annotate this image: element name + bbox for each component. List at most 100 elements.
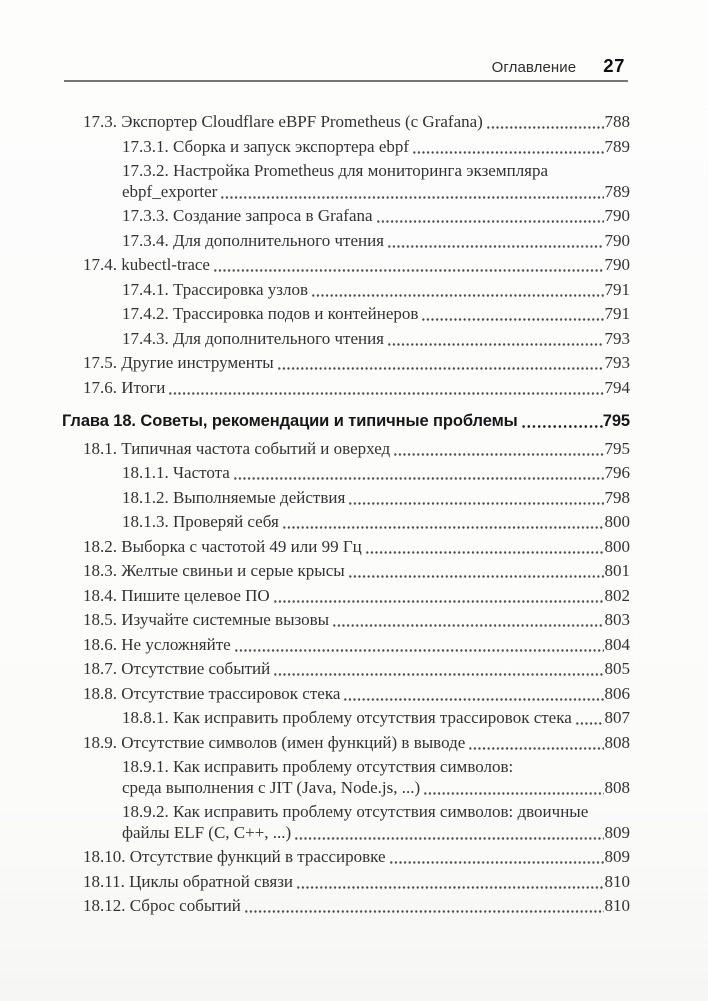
toc-entry-main-line: ebpf_exporter 789 <box>122 181 631 202</box>
toc-entry: 17.3.4. Для дополнительного чтения 790 <box>62 230 631 251</box>
toc-entry: 18.1.3. Проверяй себя 800 <box>62 512 630 533</box>
toc-entry-title: 18.5. Изучайте системные вызовы <box>83 610 330 629</box>
toc-entry-main-line: 17.5. Другие инструменты 793 <box>83 353 630 374</box>
dotted-leader <box>294 828 604 843</box>
toc-entry-title: 18.10. Отсутствие функций в трассировке <box>83 847 386 866</box>
toc-entry: 17.4. kubectl-trace 790 <box>62 255 630 276</box>
dotted-leader <box>468 738 604 753</box>
toc-entry: 17.3. Экспортер Cloudflare eBPF Promethe… <box>62 112 630 133</box>
running-header: Оглавление 27 <box>64 55 625 77</box>
toc-entry-page-number: 802 <box>604 585 631 605</box>
toc-entry: 18.9.1. Как исправить проблему отсутстви… <box>62 757 630 798</box>
toc-entry-page-number: 793 <box>604 353 631 372</box>
toc-entry-page-number: 789 <box>604 181 631 201</box>
toc-entry: 17.4.2. Трассировка подов и контейнеров … <box>62 304 630 325</box>
dotted-leader <box>243 901 604 917</box>
dotted-leader <box>220 187 604 202</box>
dotted-leader <box>311 285 604 300</box>
toc-entry-wrap-line: 18.9.1. Как исправить проблему отсутстви… <box>122 757 630 778</box>
dotted-leader <box>212 260 604 276</box>
running-header-title: Оглавление <box>491 59 577 76</box>
toc-entry-title: 18.1.2. Выполняемые действия <box>122 487 346 507</box>
toc-entry: 18.8. Отсутствие трассировок стека 806 <box>62 683 630 704</box>
toc-entry-page-number: 790 <box>604 230 631 250</box>
dotted-leader <box>273 664 604 680</box>
toc-entry-main-line: 18.12. Сброс событий 810 <box>83 896 630 917</box>
toc-entry-main-line: 18.1.1. Частота 796 <box>122 463 630 484</box>
toc-entry: 17.4.1. Трассировка узлов 791 <box>62 279 631 300</box>
toc-entry: 18.9.2. Как исправить проблему отсутстви… <box>62 802 630 843</box>
toc-entry-main-line: 18.8. Отсутствие трассировок стека 806 <box>83 683 630 704</box>
toc-entry-title-line1: 17.3.2. Настройка Prometheus для монитор… <box>122 161 549 180</box>
toc-entry: 18.6. Не усложняйте 804 <box>62 634 631 655</box>
dotted-leader <box>168 383 604 398</box>
toc-entry-title: 17.6. Итоги <box>83 377 166 397</box>
toc-entry-page-number: 807 <box>604 708 631 727</box>
toc-entry-main-line: 17.3. Экспортер Cloudflare eBPF Promethe… <box>83 112 630 133</box>
toc-entry-main-line: 17.3.4. Для дополнительного чтения 790 <box>122 230 631 251</box>
toc-entry: 18.3. Желтые свиньи и серые крысы 801 <box>62 561 630 582</box>
toc-entry-title: 18.8. Отсутствие трассировок стека <box>83 683 341 703</box>
toc-entry-page-number: 803 <box>604 610 631 629</box>
toc-entry-main-line: 18.6. Не усложняйте 804 <box>83 634 631 655</box>
toc-entry-page-number: 804 <box>604 634 631 654</box>
toc-entry-main-line: 18.4. Пишите целевое ПО 802 <box>83 585 631 606</box>
dotted-leader <box>423 783 604 798</box>
toc-entry-title: 18.7. Отсутствие событий <box>83 659 271 678</box>
toc-entry-page-number: 796 <box>604 463 631 482</box>
toc-entry-main-line: 18.10. Отсутствие функций в трассировке … <box>83 847 630 868</box>
toc-entry: 18.2. Выборка с частотой 49 или 99 Гц 80… <box>62 536 631 557</box>
toc-entry-main-line: Глава 18. Советы, рекомендации и типичны… <box>62 411 630 432</box>
toc-entry-main-line: 17.3.1. Сборка и запуск экспортера ebpf … <box>122 136 631 157</box>
toc-entry-page-number: 794 <box>604 377 631 397</box>
toc-entry-title: 17.3.3. Создание запроса в Grafana <box>122 206 373 225</box>
running-header-page-number: 27 <box>603 55 625 76</box>
toc-entry-title: среда выполнения с JIT (Java, Node.js, .… <box>122 777 421 797</box>
toc-entry-title: 17.4.1. Трассировка узлов <box>122 279 309 299</box>
toc-entry-title: 18.2. Выборка с частотой 49 или 99 Гц <box>83 536 362 556</box>
toc-entry-main-line: среда выполнения с JIT (Java, Node.js, .… <box>122 777 630 798</box>
toc-entry-page-number: 791 <box>604 304 631 323</box>
dotted-leader <box>485 117 604 133</box>
dotted-leader <box>332 615 604 631</box>
dotted-leader <box>387 236 604 251</box>
toc-entry-title: 17.5. Другие инструменты <box>83 353 274 372</box>
toc-entry-page-number: 789 <box>604 136 631 156</box>
toc-entry-title: 17.4. kubectl-trace <box>83 255 210 274</box>
toc-entry: 17.3.1. Сборка и запуск экспортера ebpf … <box>62 136 631 157</box>
toc-entry-title: Глава 18. Советы, рекомендации и типичны… <box>62 412 518 430</box>
dotted-leader <box>272 591 604 606</box>
dotted-leader <box>296 877 604 892</box>
toc-entry-title: 18.9. Отсутствие символов (имен функций)… <box>83 732 466 752</box>
toc-entry-title: ebpf_exporter <box>122 181 218 201</box>
toc-entry-page-number: 791 <box>604 279 631 299</box>
toc-entry-main-line: 17.4.3. Для дополнительного чтения 793 <box>122 328 631 349</box>
toc-entry-page-number: 800 <box>604 536 631 556</box>
toc-entry-page-number: 800 <box>604 512 631 531</box>
toc-entry: 17.6. Итоги 794 <box>62 377 631 398</box>
toc-entry-title: 18.1. Типичная частота событий и оверхед <box>83 438 391 458</box>
toc-entry-main-line: 17.4.2. Трассировка подов и контейнеров … <box>122 304 630 325</box>
toc-entry-page-number: 809 <box>604 822 631 842</box>
toc-entry-title: 18.12. Сброс событий <box>83 896 241 915</box>
toc-entry: 18.9. Отсутствие символов (имен функций)… <box>62 732 630 753</box>
toc-entry-title: 17.4.3. Для дополнительного чтения <box>122 328 384 348</box>
toc-entry: 18.5. Изучайте системные вызовы 803 <box>62 610 630 631</box>
toc-entry-page-number: 801 <box>604 561 631 580</box>
toc-entry-page-number: 798 <box>604 487 631 507</box>
dotted-leader <box>281 517 604 533</box>
toc-entry-title: 18.8.1. Как исправить проблему отсутстви… <box>122 708 572 727</box>
toc-entry-title: 18.6. Не усложняйте <box>83 634 231 654</box>
toc-entry: 18.7. Отсутствие событий 805 <box>62 659 630 680</box>
dotted-leader <box>364 542 604 557</box>
toc-entry-title: 18.1.3. Проверяй себя <box>122 512 279 531</box>
toc-entry-main-line: 17.3.3. Создание запроса в Grafana 790 <box>122 206 630 227</box>
toc-entry-main-line: 18.1.3. Проверяй себя 800 <box>122 512 630 533</box>
toc-entry-page-number: 793 <box>604 328 631 348</box>
toc-entry-page-number: 790 <box>604 255 631 274</box>
dotted-leader <box>388 852 604 868</box>
dotted-leader <box>233 640 604 655</box>
toc-entry: 18.12. Сброс событий 810 <box>62 896 630 917</box>
dotted-leader <box>232 468 604 484</box>
dotted-leader <box>393 444 604 459</box>
